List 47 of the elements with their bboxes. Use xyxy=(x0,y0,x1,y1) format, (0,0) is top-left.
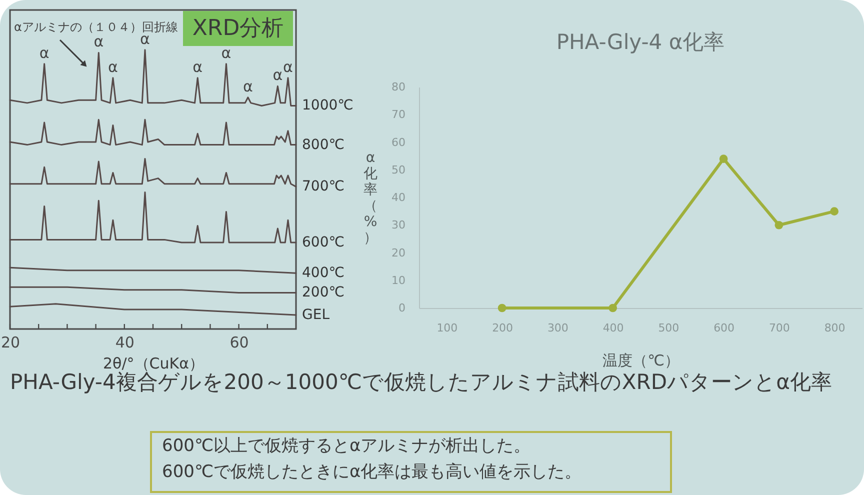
x-tick-label: 700 xyxy=(768,322,790,334)
x-tick-label: 500 xyxy=(658,322,680,334)
y-axis-title: α化率（%） xyxy=(364,150,378,246)
point xyxy=(719,154,728,163)
y-tick-label: 30 xyxy=(392,218,406,232)
x-tick-label: 800 xyxy=(824,322,846,334)
annotation: α xyxy=(243,77,254,96)
point xyxy=(830,207,838,216)
series-label: 200℃ xyxy=(302,284,344,301)
point xyxy=(608,304,617,312)
annotation: α xyxy=(221,44,232,62)
text: PHA-Gly-4複合ゲルを200～1000℃で仮焼したアルミナ試料のXRDパターンとα化率 xyxy=(10,370,832,394)
x-tick-label: 600 xyxy=(714,322,735,334)
y-tick-label: 60 xyxy=(392,136,406,149)
series-label: 800℃ xyxy=(302,136,344,153)
point xyxy=(498,304,506,312)
annotation: α xyxy=(108,58,118,76)
x-tick-label: 200 xyxy=(492,322,514,334)
annotation: α xyxy=(283,58,294,76)
y-tick-label: 0 xyxy=(398,302,406,314)
series-label: GEL xyxy=(302,307,330,324)
chart-title: PHA-Gly-4 α化率 xyxy=(556,30,725,54)
annotation: α xyxy=(272,66,283,84)
x-axis-title: 温度（℃） xyxy=(602,352,680,370)
x-tick-label: 100 xyxy=(436,322,458,334)
x-tick-label: 40 xyxy=(115,334,134,352)
x-axis-title: 2θ/°（CuKα） xyxy=(103,354,204,372)
point xyxy=(774,220,784,230)
series-label: 700℃ xyxy=(302,178,344,195)
annotation: α xyxy=(39,44,50,62)
y-tick-label: 70 xyxy=(392,108,406,122)
y-tick-label: 80 xyxy=(392,80,406,94)
annotation: α xyxy=(94,32,104,51)
x-tick-label: 20 xyxy=(0,334,20,352)
y-tick-label: 50 xyxy=(392,163,406,176)
series-label: 600℃ xyxy=(302,234,344,250)
annotation: α xyxy=(192,58,203,76)
y-tick-label: 40 xyxy=(392,191,406,204)
y-tick-label: 10 xyxy=(392,274,406,287)
text: XRD分析 xyxy=(192,16,284,41)
x-tick-label: 400 xyxy=(602,322,624,334)
x-tick-label: 300 xyxy=(547,322,568,334)
series-label: 400℃ xyxy=(302,265,344,282)
x-tick-label: 60 xyxy=(230,334,249,352)
callout-box: 600℃以上で仮焼するとαアルミナが析出した。 600℃で仮焼したときにα化率は最も高い値を示した。 xyxy=(150,431,672,493)
series-label: 1000℃ xyxy=(302,98,354,114)
y-tick-label: 20 xyxy=(392,246,406,260)
